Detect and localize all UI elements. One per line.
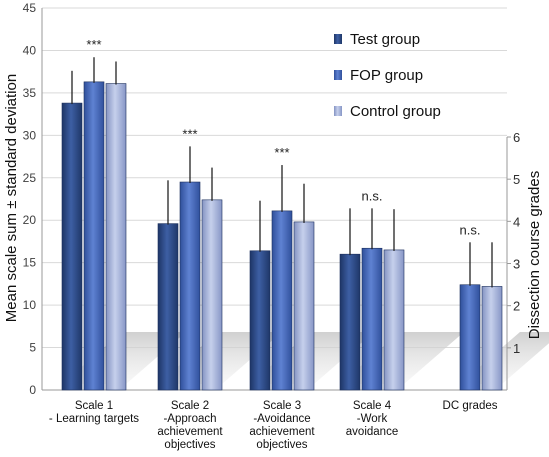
bar-fop-group (459, 284, 481, 391)
y-tick-label: 5 (29, 341, 36, 355)
category-label: objectives (256, 439, 307, 451)
y-tick-label: 40 (23, 43, 37, 57)
y-tick-label: 25 (23, 171, 37, 185)
legend-label-control-group: Control group (350, 103, 441, 120)
category-label: -Approach (163, 413, 216, 425)
bar-control-group (105, 83, 127, 391)
legend-label-test-group: Test group (350, 31, 420, 48)
legend-swatch-control-group (334, 106, 342, 116)
category-label: avoidance (346, 426, 398, 438)
y-tick-label: 20 (23, 213, 37, 227)
category-label: DC grades (443, 400, 498, 412)
y-tick-labels: 0 5 10 15 20 25 30 35 40 45 (23, 1, 37, 397)
bar-control-group (201, 199, 223, 391)
bar-control-group (481, 286, 503, 391)
bar-test-group (157, 223, 179, 391)
y-tick-label: 35 (23, 86, 37, 100)
bars (61, 81, 503, 391)
bar-fop-group (361, 247, 383, 391)
y2-tick-label: 2 (513, 299, 520, 314)
bar-fop-group (179, 181, 201, 391)
bar-test-group (61, 102, 83, 391)
category-label: Scale 4 (353, 400, 392, 412)
category-label: -Work (357, 413, 388, 425)
error-bars (71, 57, 493, 288)
significance-label: *** (86, 37, 101, 52)
category-label: -Avoidance (253, 413, 310, 425)
bar-test-group (339, 253, 361, 391)
y2-tick-labels: 1 2 3 4 5 6 (507, 130, 520, 356)
category-label: Scale 2 (171, 400, 209, 412)
bar-fop-group (271, 210, 293, 391)
y-tick-label: 15 (23, 256, 37, 270)
y-tick-label: 45 (23, 1, 37, 15)
y2-tick-label: 1 (513, 341, 520, 356)
y-axis-label: Mean scale sum ± standard deviation (3, 74, 20, 322)
y2-tick-label: 3 (513, 257, 520, 272)
bar-control-group (293, 221, 315, 391)
category-labels: Scale 1- Learning targets Scale 2-Approac… (49, 400, 498, 451)
significance-label: *** (274, 145, 289, 160)
y2-tick-label: 4 (513, 214, 520, 229)
y-tick-label: 0 (29, 383, 36, 397)
significance-labels: *** *** *** n.s. n.s. (86, 37, 480, 237)
legend-swatch-fop-group (334, 70, 342, 80)
legend-label-fop-group: FOP group (350, 67, 423, 84)
bar-test-group (249, 250, 271, 391)
bar-control-group (383, 249, 405, 391)
y-tick-label: 30 (23, 128, 37, 142)
category-label: - Learning targets (49, 413, 139, 425)
y2-tick-label: 6 (513, 130, 520, 145)
category-label: achievement (249, 426, 315, 438)
legend-swatch-test-group (334, 34, 342, 44)
y2-axis-label: Dissection course grades (526, 171, 543, 339)
significance-label: *** (182, 126, 197, 141)
legend: Test group FOP group Control group (334, 31, 441, 120)
bar-fop-group (83, 81, 105, 391)
category-label: Scale 1 (75, 400, 113, 412)
y2-tick-label: 5 (513, 172, 520, 187)
category-label: objectives (164, 439, 215, 451)
y-tick-label: 10 (23, 298, 37, 312)
category-label: achievement (157, 426, 223, 438)
significance-label: n.s. (460, 222, 481, 237)
significance-label: n.s. (362, 188, 383, 203)
category-label: Scale 3 (263, 400, 301, 412)
